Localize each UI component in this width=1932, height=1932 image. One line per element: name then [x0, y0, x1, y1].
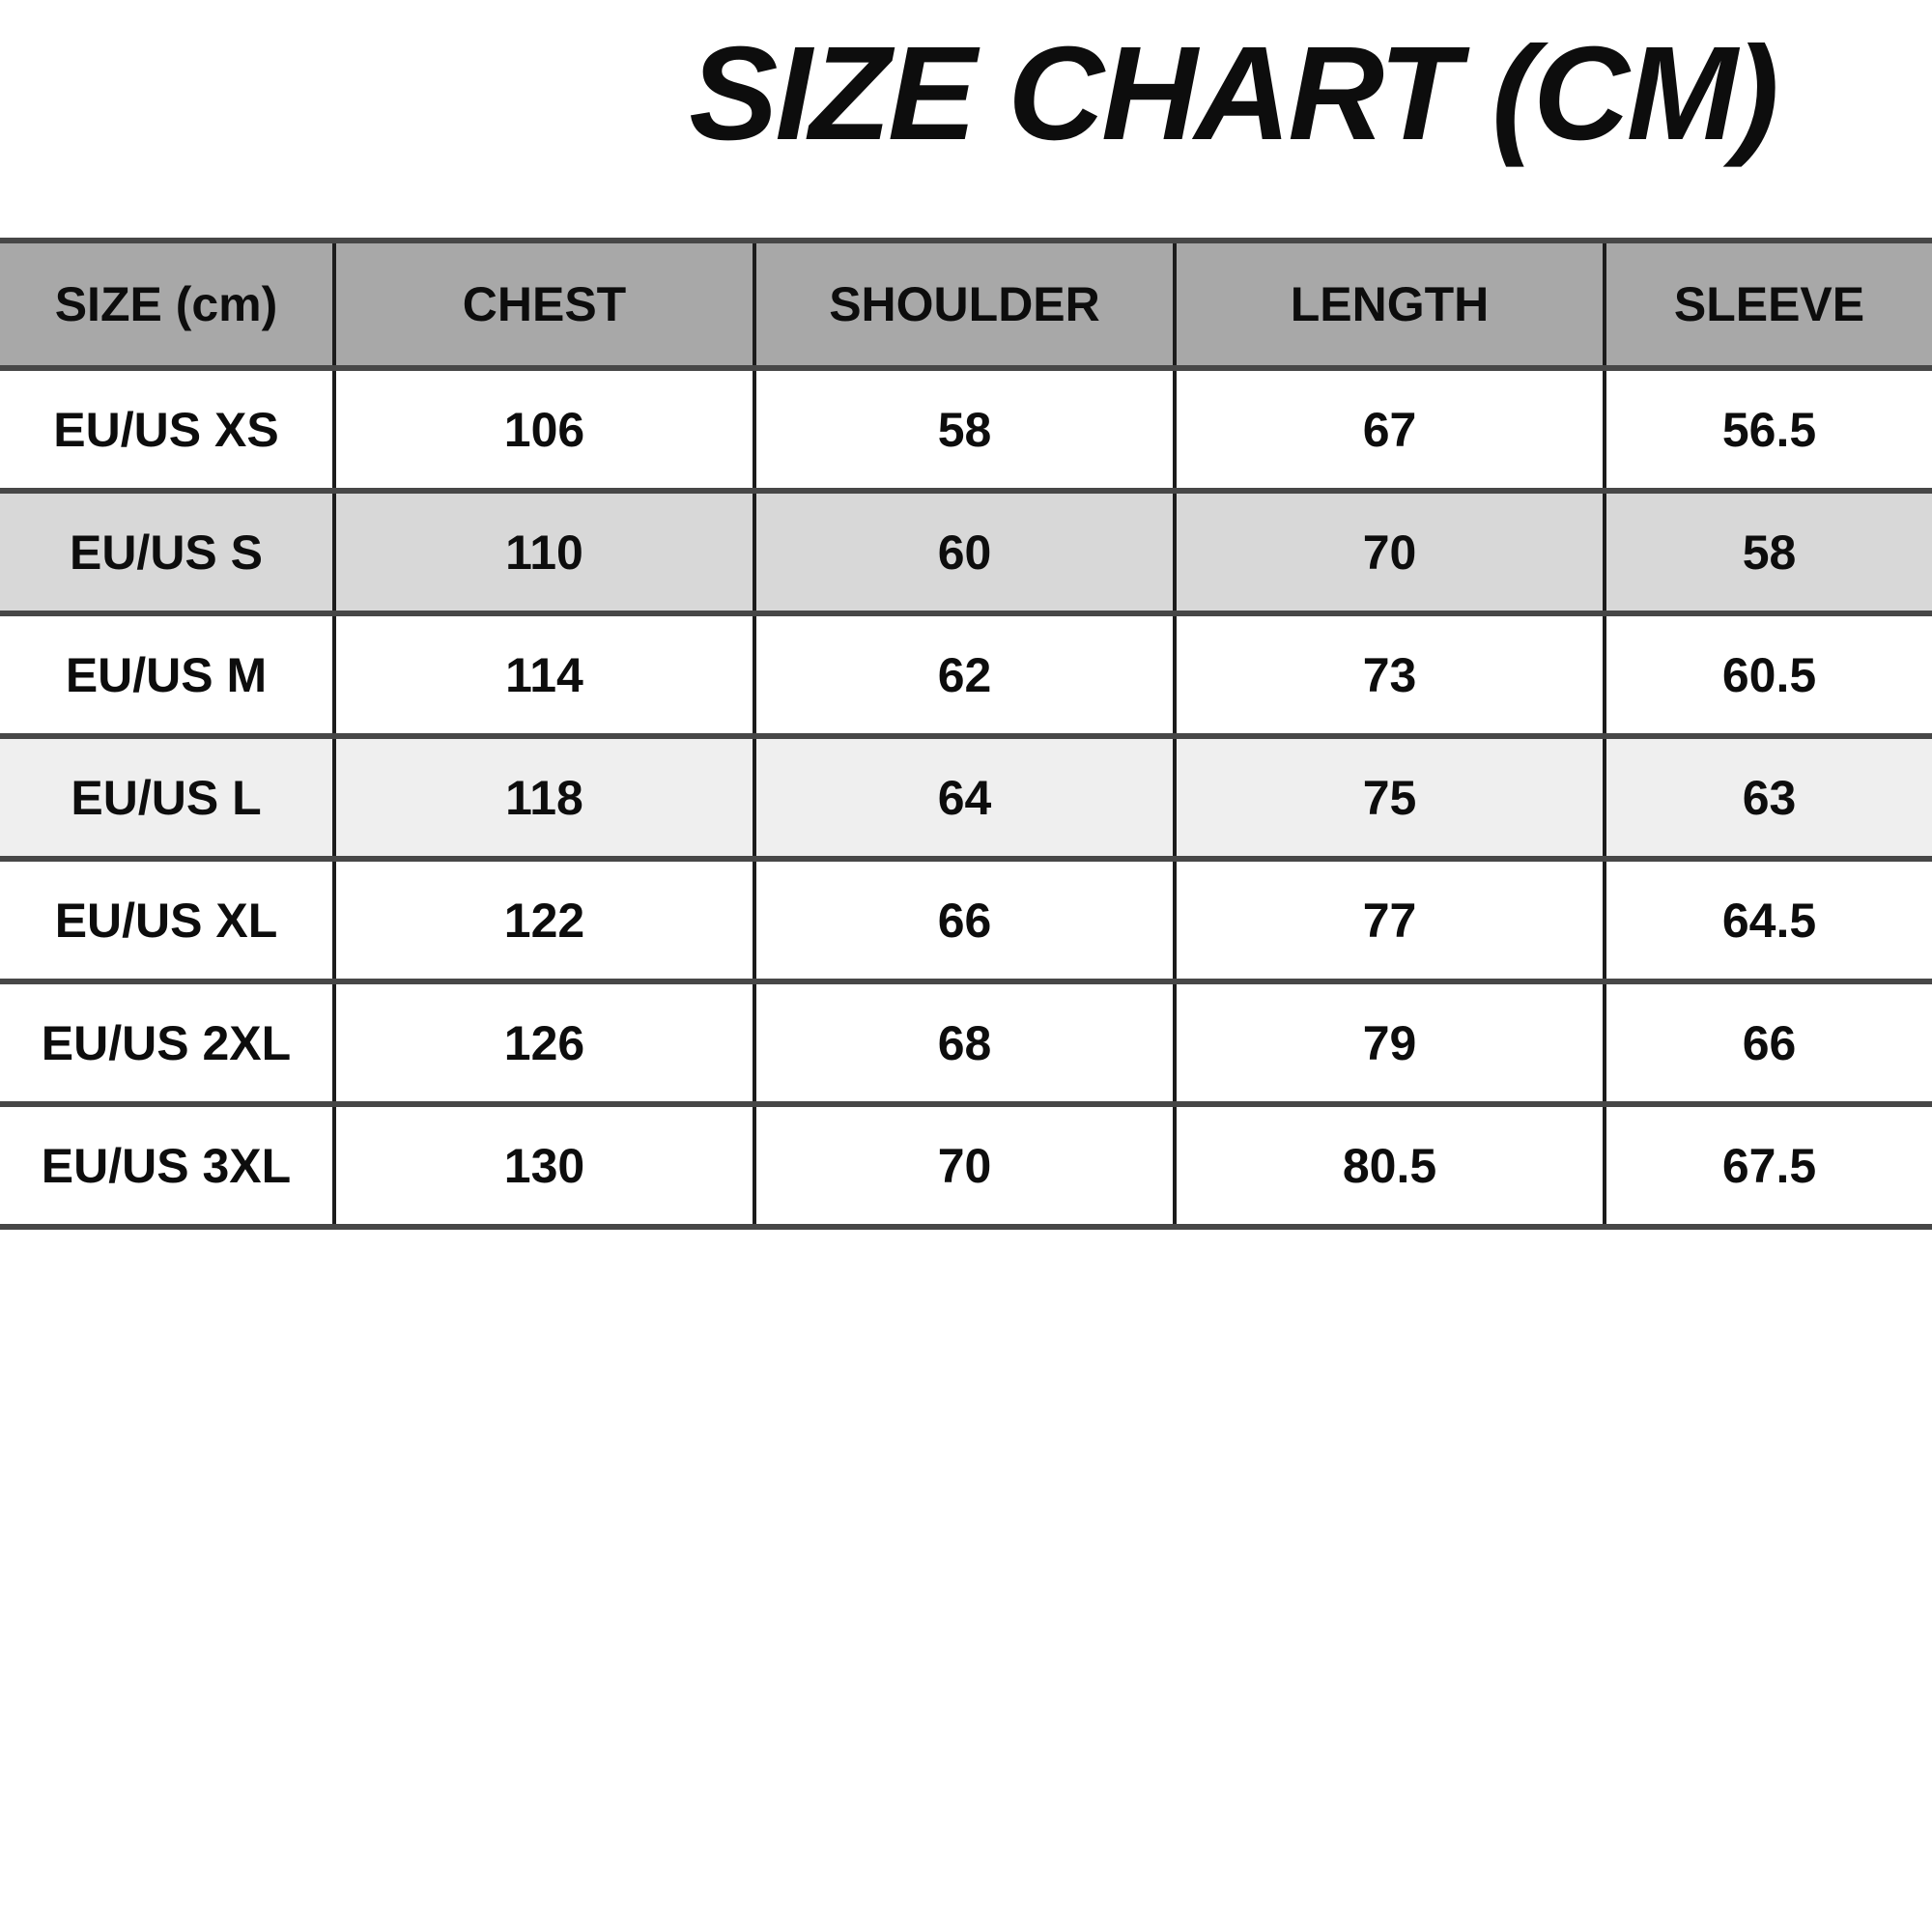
- table-row-eu-us-s: EU/US S 110 60 70 58: [0, 488, 1932, 613]
- cell-shoulder-value: 68: [753, 979, 1175, 1104]
- cell-sleeve-value: 64.5: [1603, 856, 1932, 981]
- size-label: EU/US XS: [0, 365, 334, 491]
- cell-chest-value: 126: [332, 979, 754, 1104]
- cell-length-value: 67: [1173, 365, 1605, 491]
- cell-shoulder-value: 62: [753, 611, 1175, 736]
- size-chart-table: SIZE (cm) CHEST SHOULDER LENGTH SLEEVE EU/US…: [0, 238, 1932, 1230]
- column-header-chest: CHEST: [332, 238, 754, 368]
- header-row: SIZE (cm) CHEST SHOULDER LENGTH SLEEVE: [0, 238, 1932, 368]
- size-label: EU/US XL: [0, 856, 334, 981]
- cell-length-value: 75: [1173, 733, 1605, 859]
- table-row-eu-us-2xl: EU/US 2XL 126 68 79 66: [0, 979, 1932, 1104]
- column-header-size-cm: SIZE (cm): [0, 238, 334, 368]
- cell-chest-value: 130: [332, 1101, 754, 1230]
- page-title: SIZE CHART (CM): [689, 19, 1778, 168]
- column-header-shoulder: SHOULDER: [753, 238, 1175, 368]
- cell-shoulder-value: 60: [753, 488, 1175, 613]
- cell-length-value: 77: [1173, 856, 1605, 981]
- cell-chest-value: 114: [332, 611, 754, 736]
- size-label: EU/US S: [0, 488, 334, 613]
- column-header-length: LENGTH: [1173, 238, 1605, 368]
- cell-length-value: 79: [1173, 979, 1605, 1104]
- cell-chest-value: 106: [332, 365, 754, 491]
- table-row-eu-us-xs: EU/US XS 106 58 67 56.5: [0, 365, 1932, 491]
- size-chart-body: EU/US XS 106 58 67 56.5 EU/US S 110 60 70 58 EU/US…: [0, 365, 1932, 1230]
- cell-shoulder-value: 58: [753, 365, 1175, 491]
- cell-shoulder-value: 66: [753, 856, 1175, 981]
- size-label: EU/US 3XL: [0, 1101, 334, 1230]
- cell-shoulder-value: 70: [753, 1101, 1175, 1230]
- table-row-eu-us-3xl: EU/US 3XL 130 70 80.5 67.5: [0, 1101, 1932, 1230]
- size-label: EU/US M: [0, 611, 334, 736]
- cell-chest-value: 118: [332, 733, 754, 859]
- cell-sleeve-value: 63: [1603, 733, 1932, 859]
- cell-sleeve-value: 56.5: [1603, 365, 1932, 491]
- cell-chest-value: 122: [332, 856, 754, 981]
- size-label: EU/US 2XL: [0, 979, 334, 1104]
- cell-length-value: 73: [1173, 611, 1605, 736]
- cell-chest-value: 110: [332, 488, 754, 613]
- cell-length-value: 70: [1173, 488, 1605, 613]
- column-header-sleeve: SLEEVE: [1603, 238, 1932, 368]
- table-row-eu-us-l: EU/US L 118 64 75 63: [0, 733, 1932, 859]
- cell-sleeve-value: 67.5: [1603, 1101, 1932, 1230]
- size-label: EU/US L: [0, 733, 334, 859]
- cell-shoulder-value: 64: [753, 733, 1175, 859]
- cell-sleeve-value: 60.5: [1603, 611, 1932, 736]
- table-row-eu-us-xl: EU/US XL 122 66 77 64.5: [0, 856, 1932, 981]
- cell-length-value: 80.5: [1173, 1101, 1605, 1230]
- cell-sleeve-value: 66: [1603, 979, 1932, 1104]
- table-row-eu-us-m: EU/US M 114 62 73 60.5: [0, 611, 1932, 736]
- cell-sleeve-value: 58: [1603, 488, 1932, 613]
